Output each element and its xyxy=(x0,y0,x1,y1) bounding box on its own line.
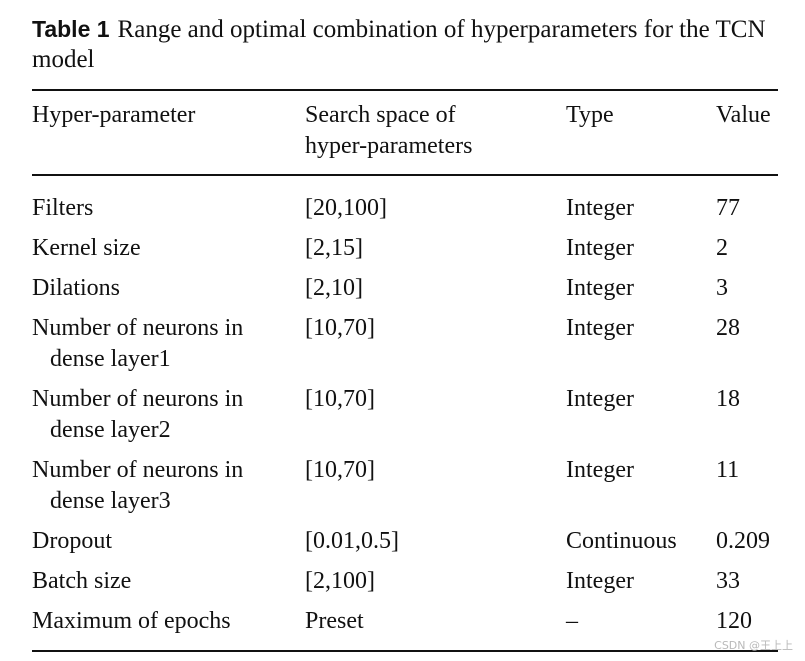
cell-value: 28 xyxy=(716,315,740,341)
cell-type: Integer xyxy=(566,457,634,483)
table-number: Table 1 xyxy=(32,16,110,42)
table-caption: Table 1 Range and optimal combination of … xyxy=(32,14,782,75)
parameter-name-line: Number of neurons in xyxy=(32,315,244,341)
header-value: Value xyxy=(716,102,771,128)
cell-value: 2 xyxy=(716,235,728,261)
watermark: CSDN @王上上 xyxy=(714,639,793,652)
cell-search-space: Preset xyxy=(305,608,364,634)
cell-type: Integer xyxy=(566,568,634,594)
cell-type: Integer xyxy=(566,195,634,221)
parameter-name-line: Dropout xyxy=(32,528,112,554)
cell-value: 3 xyxy=(716,275,728,301)
cell-search-space: [2,15] xyxy=(305,235,363,261)
table-row: Batch size [2,100] Integer 33 xyxy=(32,566,778,606)
table-row: Kernel size [2,15] Integer 2 xyxy=(32,233,778,273)
table-row: Number of neurons in dense layer1 [10,70] I… xyxy=(32,313,778,384)
table-row: Number of neurons in dense layer2 [10,70] I… xyxy=(32,384,778,455)
cell-hyper-parameter: Filters xyxy=(32,175,305,233)
caption-text: Range and optimal combination of hyperpa… xyxy=(32,16,766,73)
cell-type: Integer xyxy=(566,315,634,341)
cell-value: 0.209 xyxy=(716,528,770,554)
cell-hyper-parameter: Number of neurons in dense layer3 xyxy=(32,455,305,526)
parameter-name-line: Number of neurons in xyxy=(32,457,244,483)
header-type: Type xyxy=(566,102,614,128)
parameter-name-line: Number of neurons in xyxy=(32,386,244,412)
cell-search-space: [0.01,0.5] xyxy=(305,528,399,554)
cell-type: Continuous xyxy=(566,528,677,554)
cell-value: 11 xyxy=(716,457,740,483)
cell-hyper-parameter: Kernel size xyxy=(32,233,305,273)
cell-type: – xyxy=(566,608,578,634)
parameter-name-line: Maximum of epochs xyxy=(32,608,231,634)
cell-value: 77 xyxy=(716,195,740,221)
table-row: Number of neurons in dense layer3 [10,70] I… xyxy=(32,455,778,526)
parameter-name-line: Batch size xyxy=(32,568,132,594)
cell-search-space: [20,100] xyxy=(305,195,387,221)
table-row: Maximum of epochs Preset – 120 xyxy=(32,606,778,651)
header-search-space: Search space of hyper-parameters xyxy=(305,102,473,159)
cell-search-space: [2,10] xyxy=(305,275,363,301)
table-row: Filters [20,100] Integer 77 xyxy=(32,175,778,233)
cell-search-space: [2,100] xyxy=(305,568,375,594)
cell-hyper-parameter: Dropout xyxy=(32,526,305,566)
cell-search-space: [10,70] xyxy=(305,315,375,341)
parameter-name-line: Dilations xyxy=(32,275,120,301)
cell-type: Integer xyxy=(566,235,634,261)
table-row: Dilations [2,10] Integer 3 xyxy=(32,273,778,313)
cell-hyper-parameter: Number of neurons in dense layer1 xyxy=(32,313,305,384)
cell-value: 120 xyxy=(716,608,752,634)
parameter-name-line: dense layer2 xyxy=(50,417,171,443)
cell-type: Integer xyxy=(566,275,634,301)
hyperparameter-table: Hyper-parameter Search space of hyper-pa… xyxy=(32,89,778,652)
cell-hyper-parameter: Maximum of epochs xyxy=(32,606,305,651)
table-header-row: Hyper-parameter Search space of hyper-pa… xyxy=(32,90,778,175)
parameter-name-line: Kernel size xyxy=(32,235,141,261)
cell-value: 18 xyxy=(716,386,740,412)
cell-hyper-parameter: Batch size xyxy=(32,566,305,606)
parameter-name-line: dense layer3 xyxy=(50,488,171,514)
header-hyper-parameter: Hyper-parameter xyxy=(32,102,196,128)
cell-hyper-parameter: Number of neurons in dense layer2 xyxy=(32,384,305,455)
parameter-name-line: dense layer1 xyxy=(50,346,171,372)
cell-search-space: [10,70] xyxy=(305,386,375,412)
table-row: Dropout [0.01,0.5] Continuous 0.209 xyxy=(32,526,778,566)
cell-search-space: [10,70] xyxy=(305,457,375,483)
cell-value: 33 xyxy=(716,568,740,594)
cell-type: Integer xyxy=(566,386,634,412)
parameter-name-line: Filters xyxy=(32,195,94,221)
cell-hyper-parameter: Dilations xyxy=(32,273,305,313)
